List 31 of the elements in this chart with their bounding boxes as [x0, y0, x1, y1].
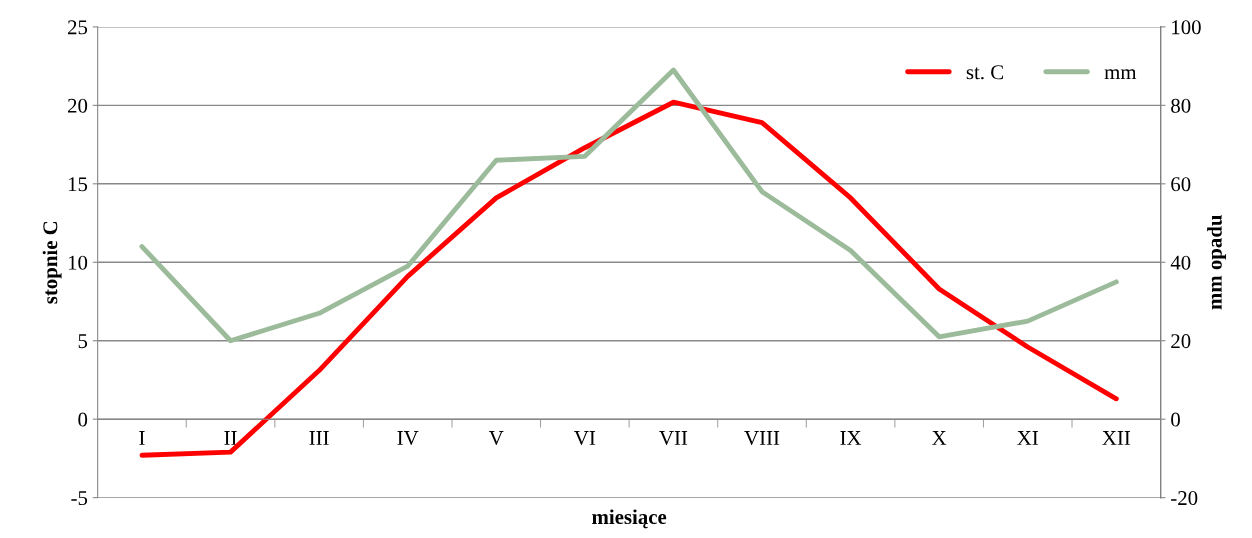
- legend-label: mm: [1104, 69, 1137, 80]
- y-tick-label: 0: [78, 412, 88, 427]
- y2-tick-label: 40: [1170, 255, 1191, 270]
- x-tick-label: IV: [397, 431, 419, 446]
- x-tick-label: I: [139, 431, 145, 445]
- y2-tick-label: 60: [1171, 177, 1191, 192]
- y-tick-label: 5: [78, 334, 88, 349]
- x-axis-title: miesiące: [592, 509, 667, 529]
- x-tick-label: XII: [1102, 431, 1131, 445]
- x-tick-label: IX: [840, 431, 862, 445]
- x-tick-label: XI: [1017, 431, 1038, 445]
- x-tick-label: V: [488, 431, 504, 446]
- x-tick-label: II: [224, 431, 237, 445]
- y-tick-label: 20: [68, 98, 88, 113]
- y-axis-title: stopnie C: [42, 221, 62, 304]
- x-tick-label: X: [932, 431, 947, 445]
- y-tick-label: 25: [68, 20, 88, 35]
- legend-label: st. C: [966, 65, 1003, 80]
- y2-tick-label: 100: [1172, 20, 1201, 35]
- y-tick-label: -5: [71, 491, 88, 506]
- x-tick-label: VIII: [744, 431, 780, 446]
- y-tick-label: 15: [68, 177, 88, 192]
- y2-tick-label: 80: [1171, 98, 1191, 113]
- x-tick-label: VII: [659, 431, 688, 446]
- x-tick-label: VI: [574, 431, 596, 446]
- y2-tick-label: 20: [1171, 334, 1191, 349]
- x-tick-label: III: [309, 431, 329, 445]
- y2-tick-label: -20: [1171, 491, 1198, 506]
- y2-tick-label: 0: [1171, 412, 1180, 427]
- y-tick-label: 10: [68, 255, 88, 270]
- y2-axis-title: mm opadu: [1207, 215, 1227, 310]
